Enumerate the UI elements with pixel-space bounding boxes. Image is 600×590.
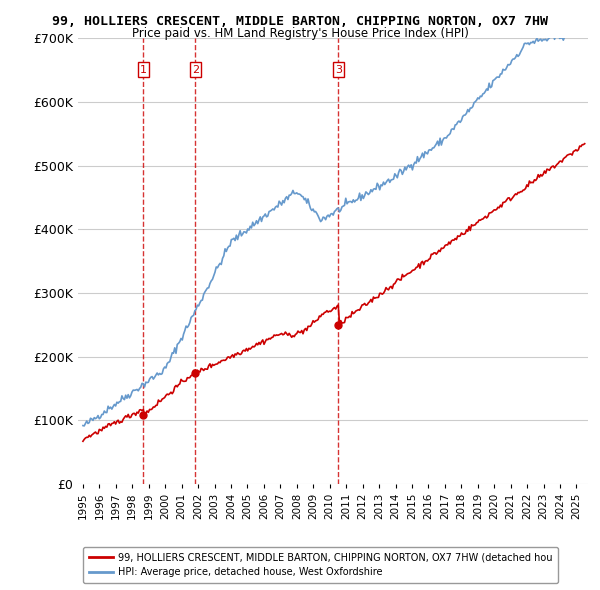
Legend: 99, HOLLIERS CRESCENT, MIDDLE BARTON, CHIPPING NORTON, OX7 7HW (detached hou, HP: 99, HOLLIERS CRESCENT, MIDDLE BARTON, CH… bbox=[83, 546, 558, 583]
Text: 1: 1 bbox=[140, 64, 147, 74]
Text: 99, HOLLIERS CRESCENT, MIDDLE BARTON, CHIPPING NORTON, OX7 7HW: 99, HOLLIERS CRESCENT, MIDDLE BARTON, CH… bbox=[52, 15, 548, 28]
Text: 2: 2 bbox=[192, 64, 199, 74]
Text: 3: 3 bbox=[335, 64, 342, 74]
Text: Price paid vs. HM Land Registry's House Price Index (HPI): Price paid vs. HM Land Registry's House … bbox=[131, 27, 469, 40]
